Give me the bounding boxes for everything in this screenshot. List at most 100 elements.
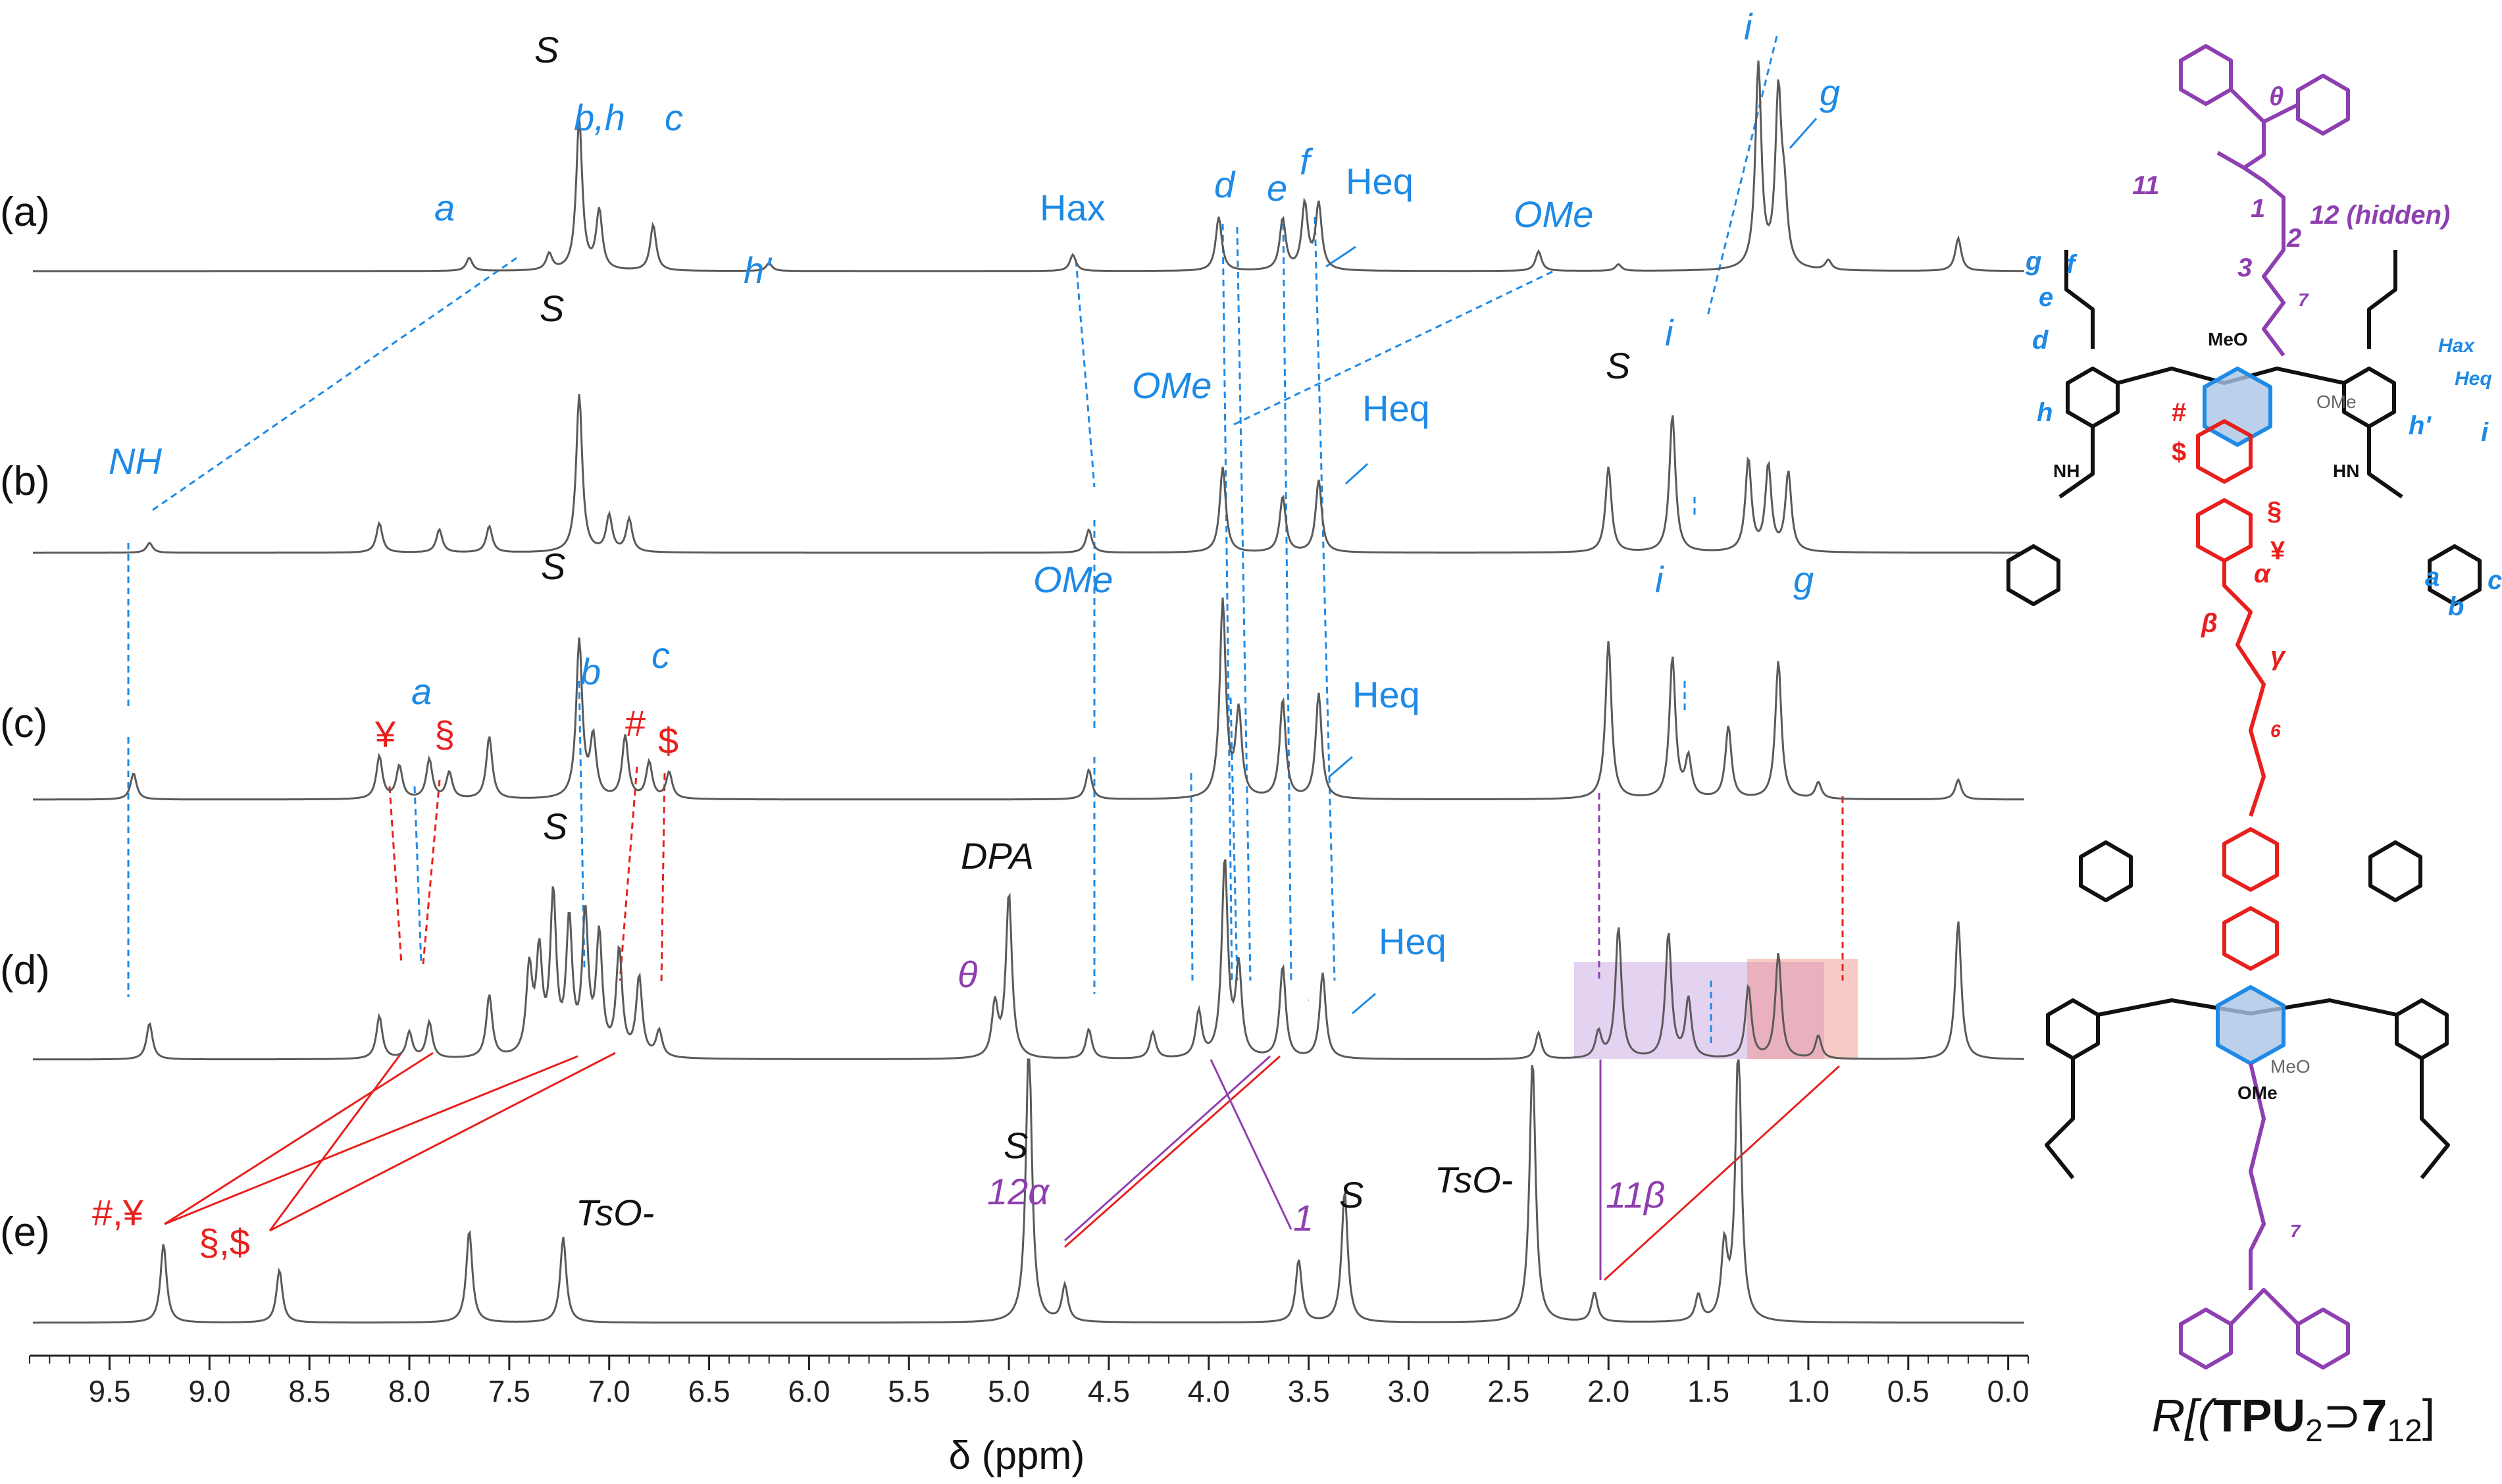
annot-a-c: c — [665, 97, 683, 138]
struct-nh-left: NH — [2053, 461, 2080, 481]
caption-bold-tpu: TPU — [2213, 1390, 2306, 1441]
struct-f: f — [2066, 250, 2078, 279]
x-tick-label: 8.5 — [288, 1374, 330, 1408]
annot-a-a: a — [434, 187, 455, 228]
molecular-structure — [2006, 44, 2482, 1369]
caption-prefix: R[( — [2151, 1390, 2214, 1441]
annot-a-bh: b,h — [574, 97, 625, 138]
annot-b-OMe: OMe — [1132, 365, 1212, 406]
annot-b-Heq: Heq — [1362, 388, 1430, 429]
annot-e-S: S — [1004, 1125, 1028, 1166]
struct-1: 1 — [2251, 194, 2265, 223]
struct-Heq: Heq — [2455, 368, 2492, 390]
highlight-red-box — [1747, 959, 1858, 1059]
spectrum-trace-1 — [33, 61, 2024, 272]
trace-label-d: (d) — [0, 948, 50, 993]
spectrum-trace-4 — [33, 859, 2024, 1061]
annot-e-TsO2: TsO- — [1435, 1159, 1513, 1200]
annot-d-S: S — [543, 806, 567, 847]
annot-d-Heq: Heq — [1379, 921, 1446, 962]
struct-sub7-bottom: 7 — [2290, 1221, 2301, 1241]
x-tick-label: 7.5 — [488, 1374, 530, 1408]
annot-a-i: i — [1744, 6, 1753, 47]
struct-meo-bottom: MeO — [2270, 1056, 2311, 1077]
struct-alpha: α — [2254, 559, 2272, 588]
annot-b-i: i — [1665, 312, 1674, 353]
struct-sub7-top: 7 — [2298, 290, 2309, 310]
trace-labels: (a) (b) (c) (d) (e) — [0, 190, 50, 1255]
x-tick-label: 6.0 — [788, 1374, 830, 1408]
annot-b-NH: NH — [109, 440, 162, 482]
spectrum-trace-3 — [33, 597, 2024, 801]
annot-c-hash: # — [625, 702, 646, 744]
trace-label-c: (c) — [0, 701, 47, 746]
struct-c: c — [2488, 566, 2502, 595]
annot-c-g: g — [1793, 559, 1814, 600]
annot-e-1: 1 — [1293, 1197, 1314, 1239]
annot-a-S: S — [534, 29, 559, 70]
struct-meo-top: MeO — [2208, 329, 2248, 349]
x-axis: 9.5 9.0 8.5 8.0 7.5 7.0 6.5 6.0 5.5 5.0 4.5 4.0 3.5 3… — [29, 1354, 2030, 1408]
annot-c-dollar: $ — [658, 720, 678, 761]
struct-d: d — [2032, 326, 2049, 355]
connector-lines — [127, 36, 1844, 1281]
annot-a-OMe: OMe — [1514, 193, 1593, 235]
caption-sub2: 2 — [2305, 1414, 2323, 1448]
struct-hash: # — [2172, 398, 2186, 427]
annot-c-S: S — [541, 546, 565, 587]
struct-11: 11 — [2132, 171, 2160, 200]
trace-label-b: (b) — [0, 459, 50, 504]
annot-e-sectdollar: §,$ — [199, 1221, 250, 1263]
struct-yen: ¥ — [2270, 536, 2285, 565]
struct-dollar: $ — [2172, 438, 2186, 467]
annot-c-a: a — [411, 671, 432, 712]
struct-ome-top: OMe — [2316, 392, 2357, 412]
x-axis-title: δ (ppm) — [949, 1433, 1085, 1477]
annot-a-d: d — [1214, 164, 1236, 205]
annot-a-f: f — [1300, 141, 1314, 182]
spectrum-trace-5 — [33, 1058, 2024, 1324]
caption-sub12: 12 — [2387, 1414, 2422, 1448]
struct-hprime: h' — [2409, 411, 2432, 440]
x-tick-label: 5.5 — [888, 1374, 930, 1408]
x-tick-label: 9.0 — [188, 1374, 230, 1408]
annot-c-sect: § — [434, 713, 455, 755]
struct-2: 2 — [2286, 224, 2301, 253]
annot-e-12alpha: 12α — [987, 1171, 1050, 1212]
x-tick-label: 2.5 — [1487, 1374, 1529, 1408]
struct-beta: β — [2201, 609, 2218, 638]
struct-sect: § — [2267, 497, 2282, 526]
annot-e-hashyen: #,¥ — [92, 1192, 144, 1233]
spectra-traces — [33, 61, 2024, 1324]
annot-c-i: i — [1655, 559, 1664, 600]
compound-caption: R[(TPU2⊃712] — [2089, 1389, 2497, 1449]
annot-c-OMe: OMe — [1033, 559, 1113, 600]
struct-h: h — [2037, 398, 2053, 427]
struct-sub6: 6 — [2270, 721, 2281, 741]
caption-bold7: 7 — [2361, 1390, 2387, 1441]
struct-ome-bottom: OMe — [2237, 1083, 2278, 1103]
x-tick-label: 7.0 — [588, 1374, 630, 1408]
annot-a-g: g — [1820, 72, 1840, 113]
x-tick-label: 6.5 — [688, 1374, 730, 1408]
annot-c-yen: ¥ — [374, 713, 396, 755]
x-tick-label: 2.0 — [1587, 1374, 1629, 1408]
x-tick-label: 1.5 — [1687, 1374, 1729, 1408]
caption-sup: ⊃ — [2322, 1390, 2362, 1441]
struct-g: g — [2025, 247, 2041, 276]
x-tick-label: 0.5 — [1887, 1374, 1929, 1408]
annot-e-TsO: TsO- — [576, 1192, 654, 1233]
x-tick-label: 1.0 — [1787, 1374, 1829, 1408]
struct-e: e — [2039, 283, 2053, 312]
caption-suffix: ] — [2422, 1390, 2436, 1441]
annot-d-DPA: DPA — [961, 835, 1034, 877]
struct-gamma: γ — [2270, 642, 2287, 671]
annot-e-11beta: 11β — [1606, 1174, 1665, 1215]
x-tick-label: 4.0 — [1188, 1374, 1230, 1408]
x-tick-label: 9.5 — [89, 1374, 131, 1408]
peak-annotations: S b,h c a h' Hax d e f Heq OMe i g NH S … — [92, 6, 1840, 1263]
struct-hn-right: HN — [2333, 461, 2359, 481]
annot-a-hprime: h' — [744, 249, 773, 291]
annot-e-S2: S — [1339, 1174, 1364, 1215]
annot-a-e: e — [1267, 167, 1287, 209]
